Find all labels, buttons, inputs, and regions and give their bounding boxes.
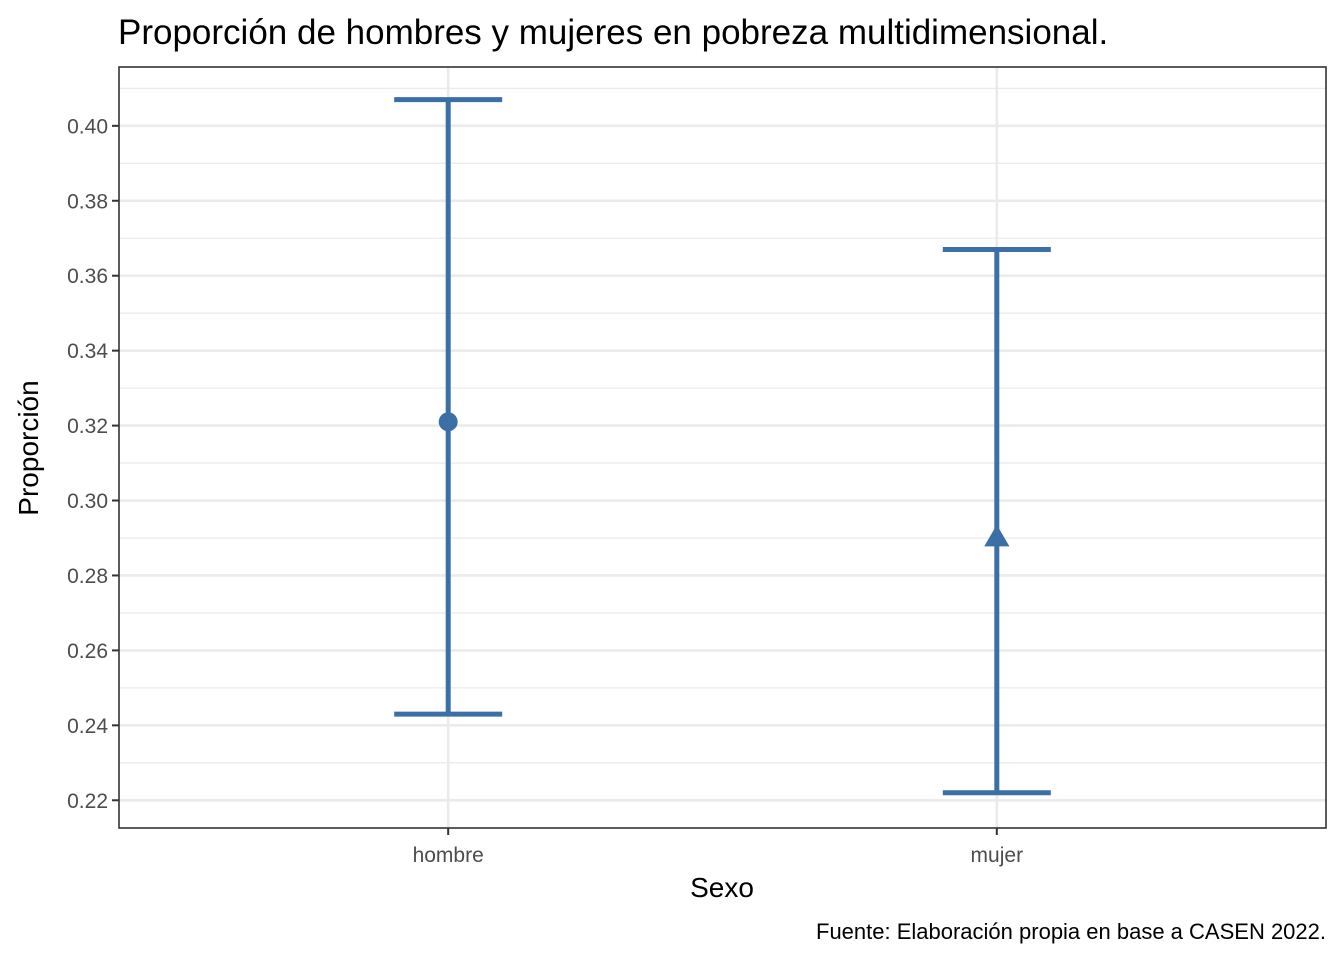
axes: 0.22 0.24 0.26 0.28 0.30 0.32 0.34 0.36 0.38 0.40… bbox=[67, 115, 1023, 867]
y-tick-label: 0.22 bbox=[67, 790, 108, 813]
y-tick-label: 0.34 bbox=[67, 340, 108, 363]
x-axis-title: Sexo bbox=[690, 872, 754, 903]
y-tick-label: 0.28 bbox=[67, 565, 108, 588]
y-tick-label: 0.30 bbox=[67, 490, 108, 513]
error-bar-hombre bbox=[394, 97, 503, 717]
plot-panel bbox=[119, 67, 1326, 828]
y-tick-label: 0.38 bbox=[67, 190, 108, 213]
error-bars bbox=[394, 97, 1051, 796]
y-tick-label: 0.32 bbox=[67, 415, 108, 438]
y-tick-label: 0.26 bbox=[67, 640, 108, 663]
y-axis-title: Proporción bbox=[13, 380, 44, 515]
x-tick-label: mujer bbox=[971, 844, 1024, 867]
error-bar-mujer bbox=[942, 246, 1051, 796]
plot-border bbox=[118, 66, 1327, 829]
point-marker-circle bbox=[438, 412, 458, 432]
y-tick-label: 0.36 bbox=[67, 265, 108, 288]
y-tick-label: 0.24 bbox=[67, 715, 108, 738]
y-tick-label: 0.40 bbox=[67, 115, 108, 138]
chart-title: Proporción de hombres y mujeres en pobre… bbox=[118, 13, 1108, 52]
x-tick-label: hombre bbox=[413, 844, 484, 867]
chart-caption: Fuente: Elaboración propia en base a CAS… bbox=[816, 919, 1326, 944]
point-marker-triangle bbox=[984, 524, 1010, 547]
